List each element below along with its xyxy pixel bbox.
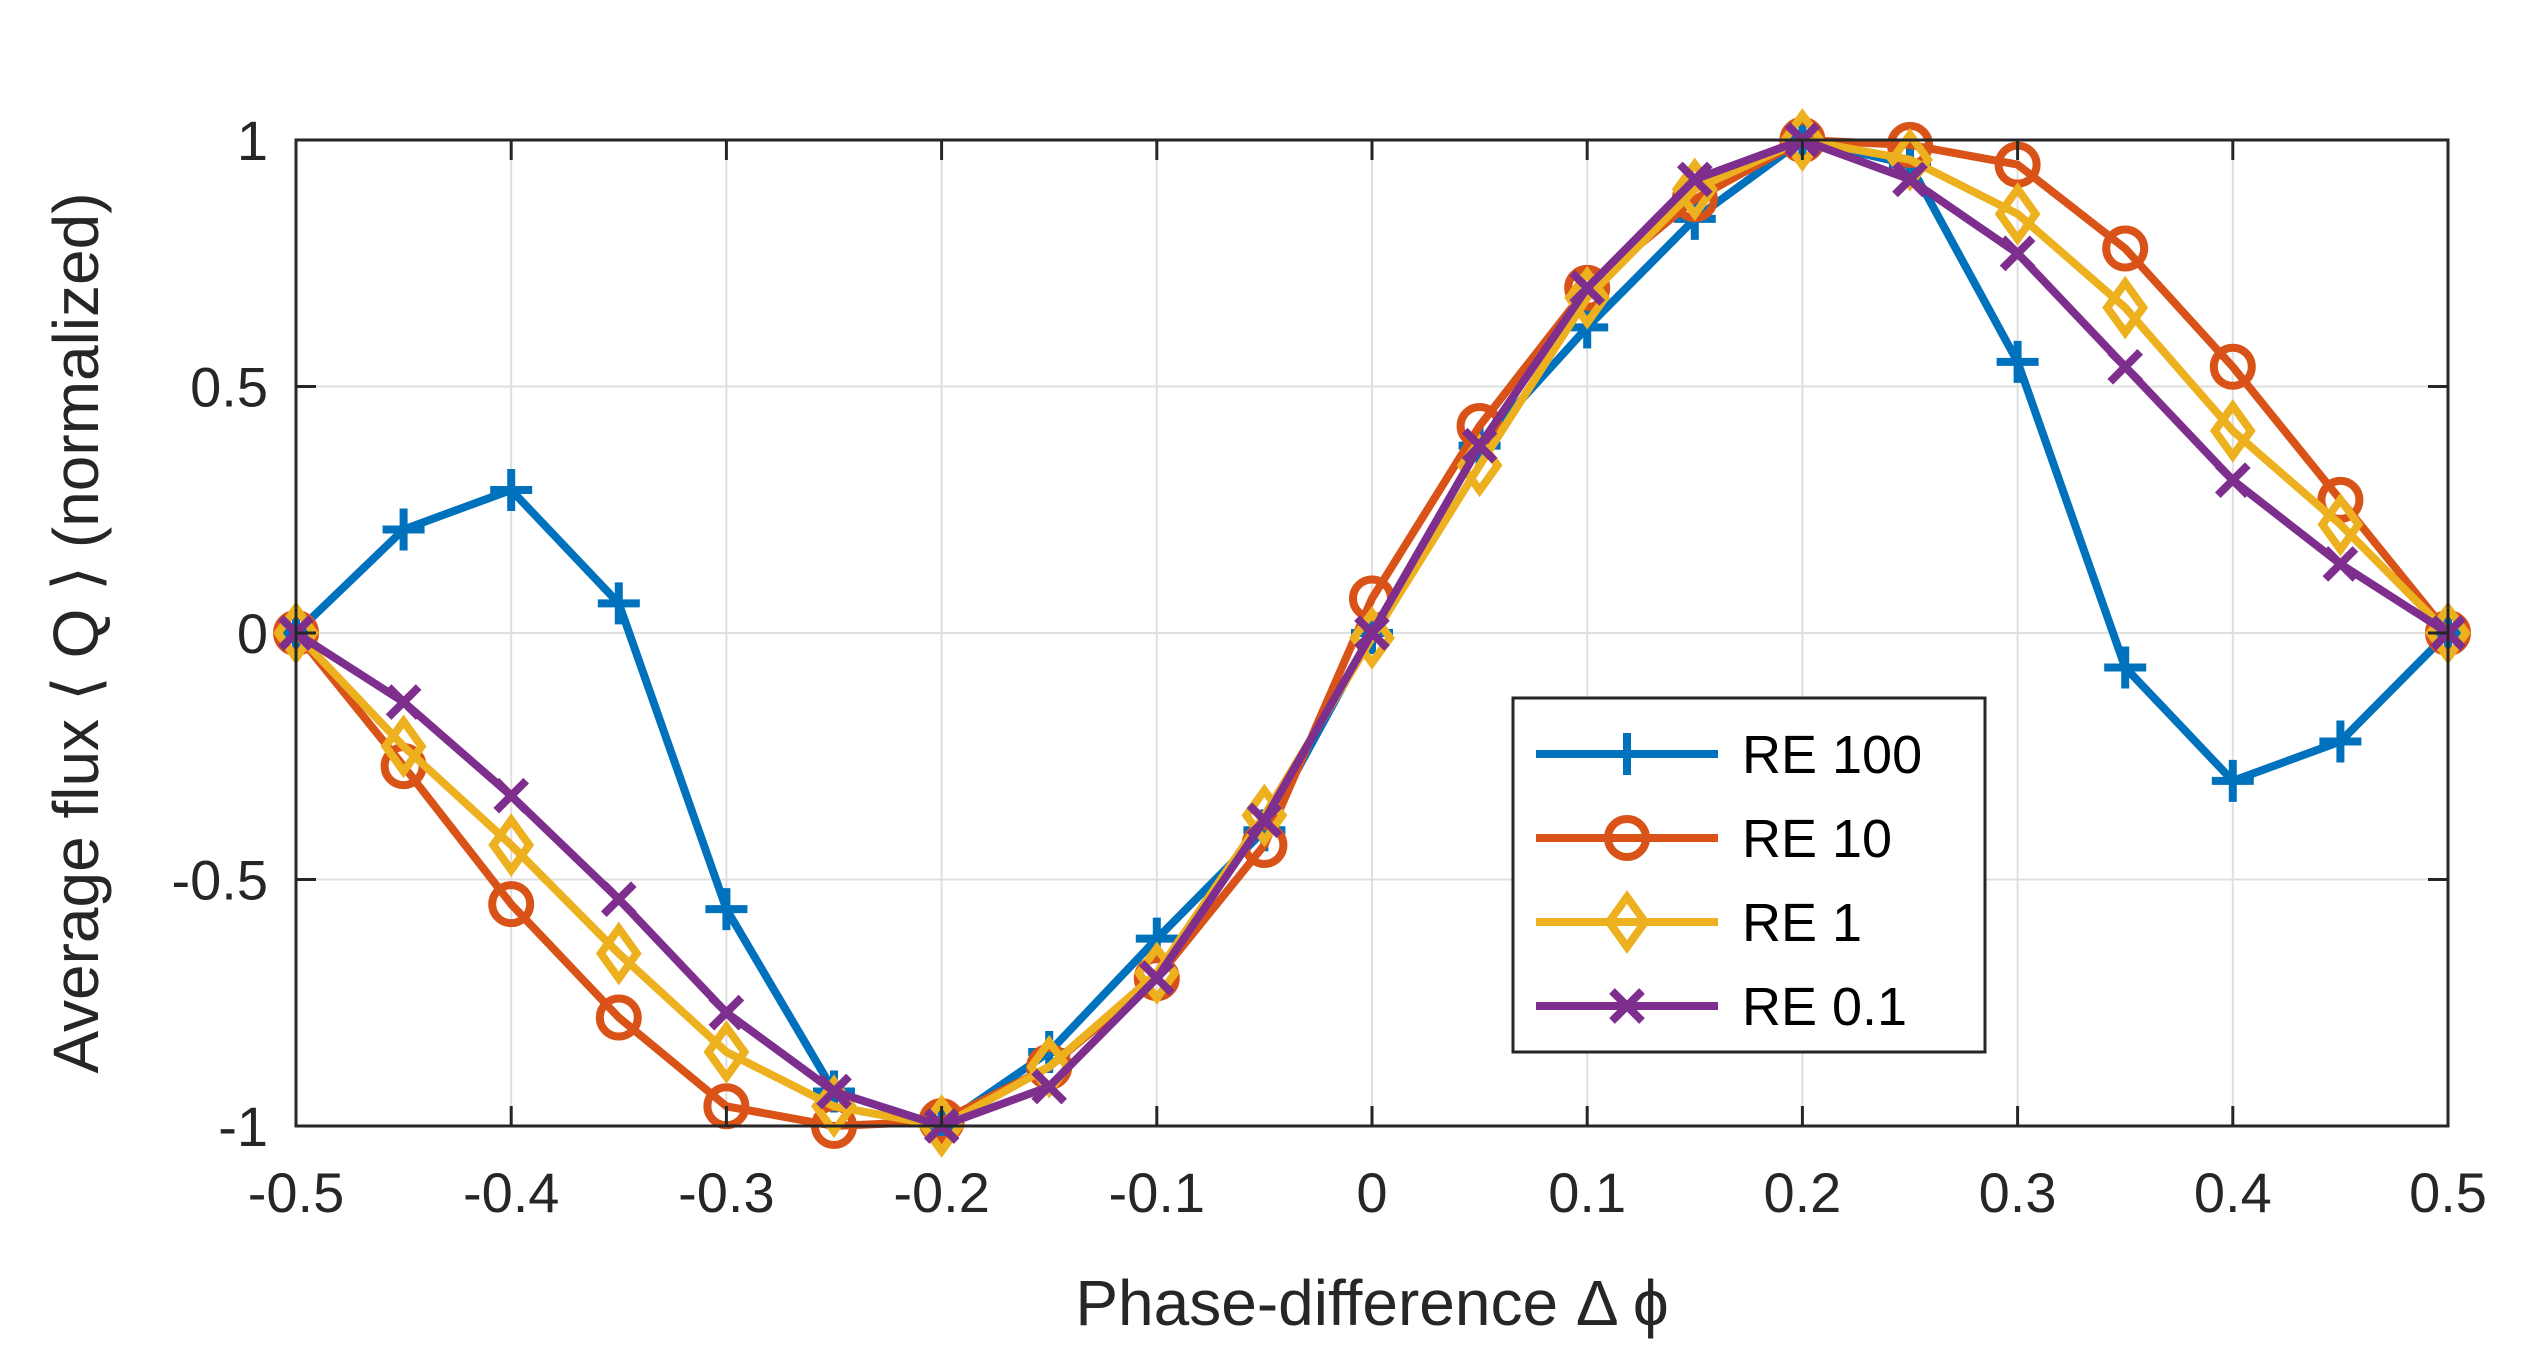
y-tick-label: 0.5 <box>190 356 268 419</box>
data-point-re-0-1 <box>600 881 637 918</box>
legend-label: RE 100 <box>1742 725 1922 785</box>
data-point-re-100 <box>1996 340 2039 383</box>
data-point-re-0-1 <box>385 684 422 720</box>
data-point-re-1 <box>1349 606 1395 670</box>
data-point-re-100 <box>490 469 533 512</box>
data-point-re-0-1 <box>1138 960 1175 996</box>
x-tick-label: -0.5 <box>248 1161 345 1224</box>
data-point-re-0-1 <box>816 1073 852 1110</box>
legend-swatch-marker <box>1604 890 1650 954</box>
data-point-re-1 <box>595 921 642 986</box>
legend-label: RE 0.1 <box>1742 977 1907 1037</box>
data-point-re-10 <box>2317 476 2364 523</box>
x-tick-label: -0.3 <box>678 1161 775 1224</box>
data-point-re-0-1 <box>1569 270 1606 306</box>
y-tick-label: 1 <box>237 109 268 172</box>
x-tick-label: -0.2 <box>893 1161 990 1224</box>
data-point-re-100 <box>705 888 748 931</box>
x-axis-title: Phase-difference Δ ϕ <box>1075 1267 1668 1339</box>
data-point-re-1 <box>1994 182 2041 246</box>
legend-item-re-1: RE 1 <box>1536 890 1862 954</box>
y-axis-title: Average flux ⟨ Q ⟩ (normalized) <box>40 192 112 1073</box>
data-point-re-0-1 <box>1461 427 1498 464</box>
data-point-re-10 <box>595 994 642 1041</box>
x-tick-label: 0.4 <box>2194 1161 2272 1224</box>
y-tick-label: -0.5 <box>172 849 269 912</box>
x-tick-label: 0.3 <box>1979 1161 2057 1224</box>
y-tick-label: 0 <box>237 602 268 665</box>
series-lines <box>273 108 2471 1158</box>
data-point-re-0-1 <box>1676 161 1713 198</box>
x-tick-label: 0 <box>1356 1161 1387 1224</box>
data-point-re-100 <box>597 582 640 625</box>
series-line-re-10 <box>292 136 2452 1130</box>
data-point-re-1 <box>2317 492 2364 557</box>
legend-swatch-marker <box>1609 988 1645 1024</box>
data-point-re-100 <box>2104 646 2147 689</box>
data-point-re-1 <box>2102 275 2149 340</box>
series-re-0-1 <box>278 122 2466 1144</box>
x-tick-label: 0.1 <box>1548 1161 1626 1224</box>
axis-ticks: -0.5 -0.4 -0.3 -0.2 -0.1 0 0.1 0.2 0.3 0.4 0.5-1-0… <box>172 109 2487 1224</box>
legend-item-re-100: RE 100 <box>1536 725 1922 785</box>
data-point-re-0-1 <box>1999 235 2036 272</box>
data-point-re-100 <box>382 508 425 551</box>
legend-item-re-10: RE 10 <box>1536 809 1892 869</box>
data-point-re-10 <box>2209 343 2256 390</box>
legend-label: RE 1 <box>1742 893 1862 953</box>
data-point-re-0-1 <box>2214 462 2251 498</box>
data-point-re-10 <box>2102 225 2149 272</box>
data-point-re-10 <box>488 881 535 928</box>
data-point-re-1 <box>703 1020 750 1084</box>
x-tick-label: 0.2 <box>1763 1161 1841 1224</box>
data-point-re-100 <box>2319 720 2362 763</box>
data-point-re-1 <box>380 714 427 779</box>
legend-label: RE 10 <box>1742 809 1892 869</box>
legend-item-re-0-1: RE 0.1 <box>1536 977 1907 1037</box>
x-tick-label: -0.4 <box>463 1161 560 1224</box>
data-point-re-0-1 <box>493 777 530 814</box>
data-point-re-0-1 <box>1892 161 1928 198</box>
data-point-re-1 <box>1564 265 1611 330</box>
data-point-re-100 <box>2211 759 2254 802</box>
data-point-re-0-1 <box>1246 802 1283 839</box>
legend-swatch-marker <box>1606 733 1648 775</box>
x-tick-label: 0.5 <box>2409 1161 2487 1224</box>
y-tick-label: -1 <box>218 1095 268 1158</box>
legend: RE 100 RE 10 RE 1 RE 0.1 <box>1511 696 1987 1054</box>
data-point-re-0-1 <box>2322 546 2359 582</box>
data-point-re-1 <box>488 813 535 877</box>
data-point-re-0-1 <box>1354 615 1390 651</box>
data-point-re-1 <box>1671 157 1718 222</box>
data-point-re-1 <box>2209 399 2256 463</box>
data-point-re-0-1 <box>2107 348 2144 385</box>
legend-swatch-marker <box>1604 815 1650 861</box>
data-point-re-0-1 <box>708 994 745 1031</box>
x-tick-label: -0.1 <box>1109 1161 1206 1224</box>
data-point-re-0-1 <box>1031 1068 1068 1105</box>
